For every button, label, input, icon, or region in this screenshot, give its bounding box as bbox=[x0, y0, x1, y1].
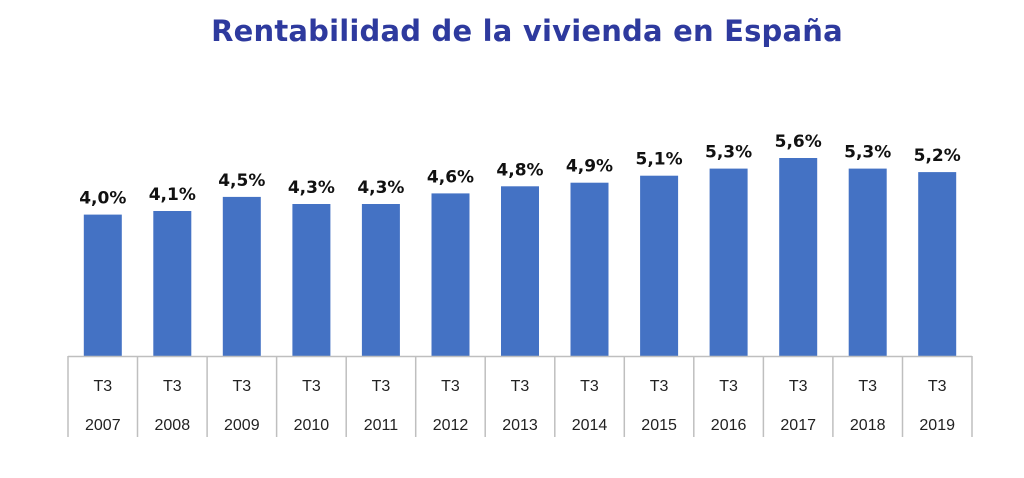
tick-label-quarter-2008: T3 bbox=[163, 378, 182, 395]
tick-label-quarter-2014: T3 bbox=[580, 378, 599, 395]
bar-2012 bbox=[431, 193, 470, 356]
tick-label-quarter-2018: T3 bbox=[858, 378, 877, 395]
tick-label-year-2019: 2019 bbox=[919, 417, 955, 434]
tick-label-year-2012: 2012 bbox=[433, 417, 469, 434]
bar-2017 bbox=[779, 158, 818, 356]
tick-label-year-2009: 2009 bbox=[224, 417, 260, 434]
tick-label-year-2014: 2014 bbox=[572, 417, 608, 434]
bar-2015 bbox=[640, 175, 679, 356]
bar-2011 bbox=[361, 204, 400, 356]
value-label-2010: 4,3% bbox=[288, 178, 335, 198]
tick-label-year-2011: 2011 bbox=[364, 417, 399, 434]
tick-labels-group: T3 2007 T3 2008 T3 2009 T3 2010 T3 2011 T3 2012 T3 20… bbox=[85, 378, 955, 434]
value-label-2007: 4,0% bbox=[79, 189, 126, 209]
tick-label-year-2013: 2013 bbox=[502, 417, 538, 434]
tick-label-year-2018: 2018 bbox=[850, 417, 886, 434]
bar-2018 bbox=[848, 168, 887, 356]
tick-label-quarter-2013: T3 bbox=[511, 378, 530, 395]
bar-2019 bbox=[918, 172, 957, 356]
chart-title: Rentabilidad de la vivienda en España bbox=[211, 14, 843, 48]
tick-label-quarter-2007: T3 bbox=[93, 378, 112, 395]
tick-label-year-2017: 2017 bbox=[780, 417, 816, 434]
value-label-2016: 5,3% bbox=[705, 143, 752, 163]
value-label-2009: 4,5% bbox=[218, 171, 265, 191]
tick-label-year-2010: 2010 bbox=[294, 417, 330, 434]
bar-2009 bbox=[222, 196, 261, 356]
tick-label-quarter-2016: T3 bbox=[719, 378, 738, 395]
tick-label-quarter-2017: T3 bbox=[789, 378, 808, 395]
tick-label-quarter-2011: T3 bbox=[372, 378, 391, 395]
tick-label-quarter-2015: T3 bbox=[650, 378, 669, 395]
bar-2007 bbox=[83, 214, 122, 356]
value-label-2013: 4,8% bbox=[496, 160, 543, 180]
bar-2010 bbox=[292, 204, 331, 356]
tick-label-year-2016: 2016 bbox=[711, 417, 747, 434]
tick-label-quarter-2009: T3 bbox=[232, 378, 251, 395]
value-label-2017: 5,6% bbox=[775, 132, 822, 152]
value-label-2008: 4,1% bbox=[149, 185, 196, 205]
bars-group bbox=[83, 158, 957, 356]
tick-label-quarter-2012: T3 bbox=[441, 378, 460, 395]
bar-2008 bbox=[153, 211, 192, 356]
tick-label-year-2008: 2008 bbox=[155, 417, 191, 434]
bar-2016 bbox=[709, 168, 748, 356]
tick-label-year-2007: 2007 bbox=[85, 417, 121, 434]
bar-2013 bbox=[501, 186, 539, 356]
value-label-2012: 4,6% bbox=[427, 167, 474, 187]
tick-label-quarter-2010: T3 bbox=[302, 378, 321, 395]
bar-2014 bbox=[570, 182, 609, 356]
value-label-2014: 4,9% bbox=[566, 157, 613, 177]
category-axis bbox=[67, 355, 973, 437]
value-label-2011: 4,3% bbox=[357, 178, 404, 198]
tick-label-quarter-2019: T3 bbox=[928, 378, 947, 395]
value-label-2019: 5,2% bbox=[914, 146, 961, 166]
value-labels-group: 4,0% 4,1% 4,5% 4,3% 4,3% 4,6% 4,8% 4,9% 5,1% 5,3%… bbox=[79, 132, 961, 209]
tick-label-year-2015: 2015 bbox=[641, 417, 677, 434]
value-label-2018: 5,3% bbox=[844, 143, 891, 163]
value-label-2015: 5,1% bbox=[636, 150, 683, 170]
